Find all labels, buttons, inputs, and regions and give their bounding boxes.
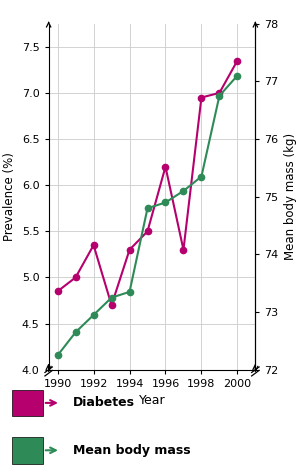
FancyBboxPatch shape — [12, 437, 43, 464]
Text: Mean body mass: Mean body mass — [73, 444, 191, 457]
FancyBboxPatch shape — [12, 390, 43, 416]
Y-axis label: Prevalence (%): Prevalence (%) — [3, 152, 16, 241]
Text: Diabetes: Diabetes — [73, 396, 135, 410]
Y-axis label: Mean body mass (kg): Mean body mass (kg) — [284, 133, 297, 260]
X-axis label: Year: Year — [139, 394, 165, 407]
